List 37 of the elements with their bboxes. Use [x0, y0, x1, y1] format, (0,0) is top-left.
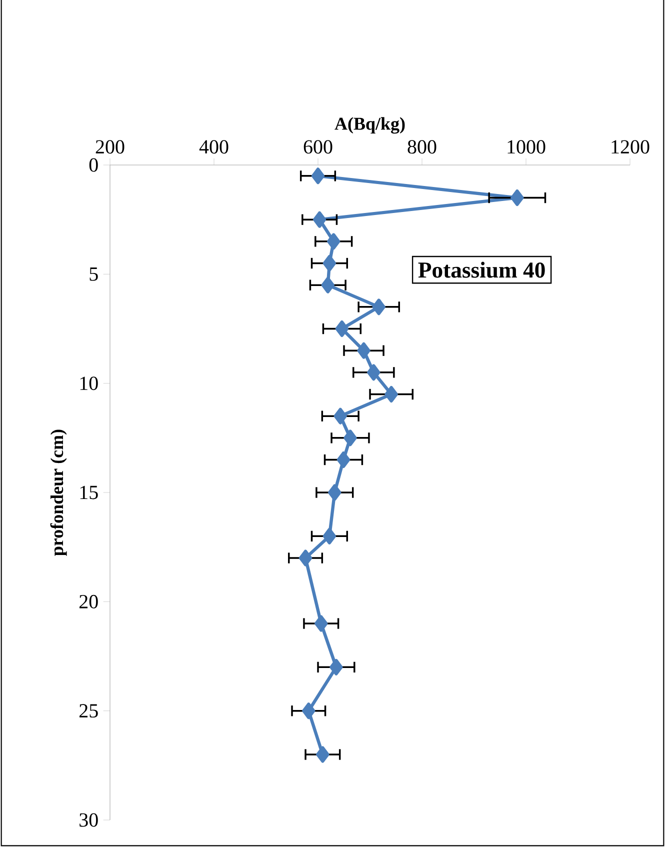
y-tick-label: 20: [80, 594, 98, 608]
x-tick-label: 400: [199, 140, 228, 154]
point: [330, 658, 343, 676]
point: [302, 702, 316, 720]
x-tick-label: 200: [96, 140, 124, 154]
x-tick-label: 800: [408, 140, 436, 154]
point: [327, 233, 340, 250]
point: [336, 451, 350, 468]
x-tick-label: 600: [304, 140, 332, 154]
point: [298, 550, 312, 566]
point: [311, 168, 325, 184]
point: [372, 298, 386, 316]
point: [322, 254, 336, 272]
point: [314, 615, 328, 632]
y-tick-label: 0: [89, 158, 98, 172]
y-tick-label: 30: [80, 813, 98, 827]
point: [321, 276, 334, 294]
y-axis-title: profondeur (cm): [50, 430, 67, 556]
y-tick-label: 25: [80, 704, 98, 718]
point: [312, 211, 326, 228]
point: [334, 408, 347, 424]
point: [510, 189, 524, 206]
annotation: Potassium 40: [418, 262, 545, 278]
point: [357, 342, 370, 359]
x-tick-label: 1000: [508, 140, 546, 154]
y-tick-label: 5: [90, 268, 98, 281]
x-axis-title: A(Bq/kg): [334, 117, 405, 134]
point: [335, 320, 349, 338]
point: [384, 386, 398, 403]
point: [367, 364, 380, 381]
y-tick-label: 10: [80, 376, 98, 390]
point: [328, 484, 342, 501]
y-tick-label: 15: [80, 486, 98, 500]
point: [322, 528, 336, 544]
point: [344, 430, 357, 446]
point: [316, 746, 330, 763]
x-tick-label: 1200: [612, 140, 650, 154]
